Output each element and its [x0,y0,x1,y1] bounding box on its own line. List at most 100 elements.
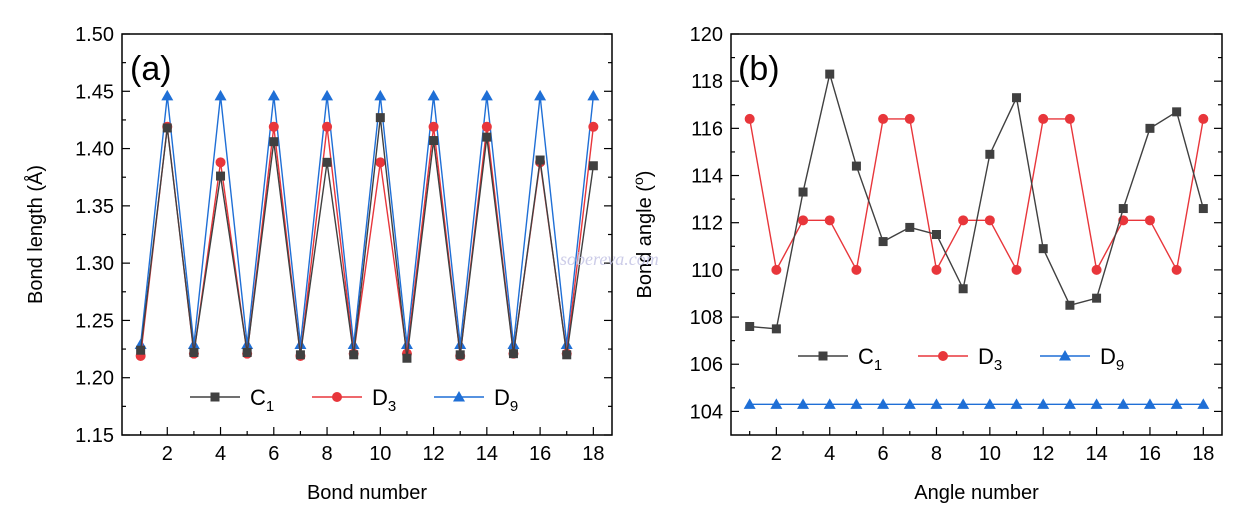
legend-name: C [858,344,874,369]
legend-label-C1: C1 [858,344,882,374]
y-tick-label: 114 [691,166,723,188]
series-line-C1 [139,117,595,359]
data-point-D9 [560,338,573,349]
x-tick-label: 10 [979,443,1001,465]
data-point-C1 [1118,204,1128,214]
data-point-D9 [1170,398,1183,409]
legend-name: D [494,385,510,410]
legend-subscript: 1 [266,398,274,415]
data-point-C1 [771,324,781,334]
y-axis-label-text: Bond length ( [25,185,47,304]
y-axis-label-close: ) [25,165,47,172]
y-tick-label: 1.45 [75,81,114,103]
x-tick-label: 2 [162,443,173,465]
data-point-D9 [1037,398,1050,409]
y-tick-label: 1.15 [75,425,114,447]
legend-label-C1: C1 [250,385,274,415]
data-point-D9 [400,338,413,349]
data-point-D9 [1197,398,1210,409]
data-point-D9 [374,89,387,101]
data-point-C1 [798,187,808,197]
panel-label: (b) [738,50,780,88]
data-point-D3 [1011,264,1022,275]
series-line-D3 [748,118,1205,272]
data-point-D9 [427,89,440,101]
data-point-D3 [851,264,862,275]
data-point-C1 [162,123,172,133]
series-D9 [743,398,1210,409]
data-point-C1 [1172,107,1182,117]
data-point-D9 [1117,398,1130,409]
legend-subscript: 1 [874,357,882,374]
x-axis-label: Angle number [914,482,1039,504]
x-tick-label: 18 [1192,443,1214,465]
data-point-C1 [1198,204,1208,214]
data-point-D3 [268,121,279,132]
data-point-C1 [216,171,226,181]
legend-subscript: 9 [1116,357,1124,374]
data-point-C1 [1012,93,1022,103]
data-point-D3 [1091,264,1102,275]
data-point-D9 [1063,398,1076,409]
y-tick-label: 1.35 [75,196,114,218]
data-point-C1 [588,161,598,171]
data-point-C1 [931,230,941,239]
data-point-D9 [267,89,280,101]
y-tick-label: 1.30 [75,253,114,275]
chart-panel-b: 2 4 6 8 10 12 14 16 18 104 106 108 110 112 114 116 118 12… [630,24,1223,504]
data-point-C1 [985,149,995,159]
data-point-D3 [1171,264,1182,275]
legend-marker-D9 [453,391,465,402]
watermark: sobereva.com [560,249,659,269]
y-tick-label: 110 [691,260,723,282]
data-point-D9 [1143,398,1156,409]
legend-marker-C1 [818,351,828,361]
x-tick-label: 10 [369,443,391,465]
plot-frame [730,33,1223,436]
legend-name: D [372,385,388,410]
data-point-C1 [136,345,146,355]
data-point-D3 [481,121,492,132]
data-point-C1 [878,237,888,247]
y-axis-label-text: Bond angle ( [634,185,656,299]
series-line-D9 [139,95,595,345]
data-point-D9 [823,398,836,409]
data-point-D9 [797,398,810,409]
data-point-D9 [1090,398,1103,409]
data-point-D9 [214,89,227,101]
legend-subscript: 3 [388,398,396,415]
legend-name: D [1100,344,1116,369]
series-D9 [134,89,600,349]
data-point-D9 [587,89,600,101]
data-point-D3 [878,113,889,124]
y-tick-label: 1.25 [75,310,114,332]
chart-panel-a: 2 4 6 8 10 12 14 16 18 1.15 1.20 1.25 1.30 1.35 1.40 1.… [24,24,613,504]
legend: C1 D3 D9 [798,344,1124,374]
y-tick-label: 104 [690,401,723,423]
data-point-C1 [508,349,518,359]
data-point-D9 [957,398,970,409]
series-D3 [744,113,1209,275]
x-tick-label: 14 [476,443,498,465]
data-point-D3 [744,113,755,124]
y-tick-label: 112 [691,213,723,235]
data-point-D9 [187,338,200,349]
data-point-D9 [743,398,756,409]
legend-name: D [978,344,994,369]
data-point-D9 [850,398,863,409]
data-point-C1 [375,113,385,123]
data-point-C1 [1065,300,1075,310]
data-point-C1 [322,157,332,167]
x-tick-label: 4 [215,443,226,465]
data-point-D3 [375,157,386,168]
data-point-C1 [455,350,465,360]
data-point-D9 [294,338,307,349]
data-point-C1 [189,348,199,358]
legend-marker-D9 [1059,350,1071,361]
data-point-D9 [507,338,520,349]
data-point-D3 [931,264,942,275]
y-axis-label-unit: Å [24,171,47,185]
data-point-C1 [535,155,545,165]
y-tick-label: 118 [691,71,723,93]
